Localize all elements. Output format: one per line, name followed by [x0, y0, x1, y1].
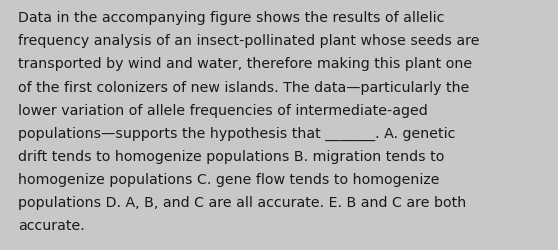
Text: populations—supports the hypothesis that _______. A. genetic: populations—supports the hypothesis that… — [18, 126, 455, 140]
Text: drift tends to homogenize populations B. migration tends to: drift tends to homogenize populations B.… — [18, 149, 444, 163]
Text: homogenize populations C. gene flow tends to homogenize: homogenize populations C. gene flow tend… — [18, 172, 439, 186]
Text: of the first colonizers of new islands. The data—particularly the: of the first colonizers of new islands. … — [18, 80, 469, 94]
Text: frequency analysis of an insect-pollinated plant whose seeds are: frequency analysis of an insect-pollinat… — [18, 34, 479, 48]
Text: lower variation of allele frequencies of intermediate-aged: lower variation of allele frequencies of… — [18, 103, 427, 117]
Text: populations D. A, B, and C are all accurate. E. B and C are both: populations D. A, B, and C are all accur… — [18, 195, 466, 209]
Text: Data in the accompanying figure shows the results of allelic: Data in the accompanying figure shows th… — [18, 11, 444, 25]
Text: transported by wind and water, therefore making this plant one: transported by wind and water, therefore… — [18, 57, 472, 71]
Text: accurate.: accurate. — [18, 218, 85, 232]
